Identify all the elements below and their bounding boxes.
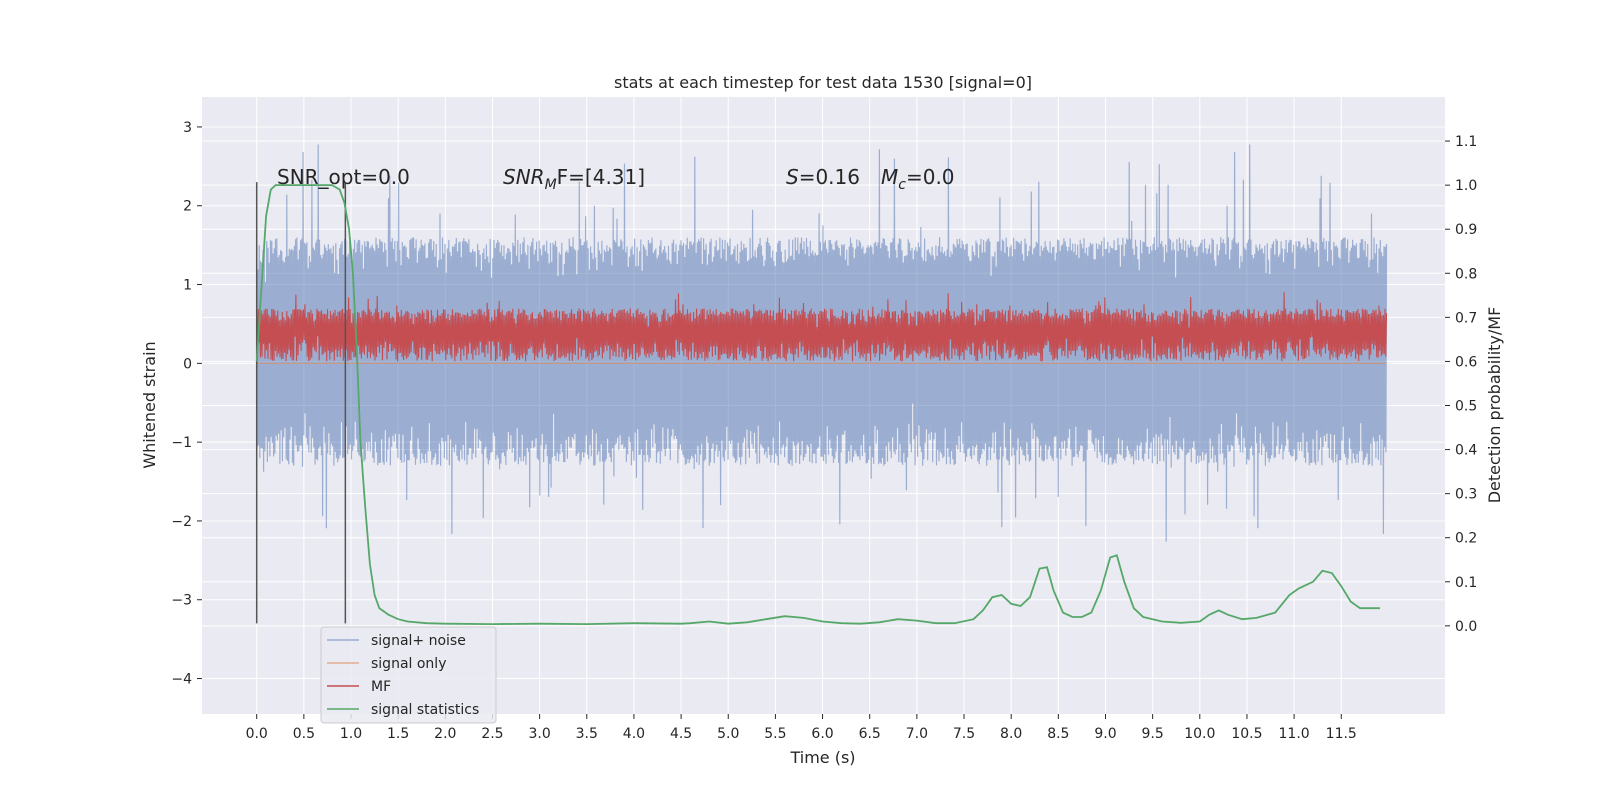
s-value: =0.16: [799, 165, 860, 189]
y-tick-label: −1: [171, 435, 192, 451]
snr-mf-annotation: SNRMF=[4.31]: [503, 165, 645, 193]
legend-label-signal-statistics: signal statistics: [371, 702, 479, 718]
y2-tick-label: 0.7: [1455, 310, 1477, 326]
x-tick-label: 4.5: [670, 726, 692, 742]
snr-mf-label: SNR: [503, 165, 545, 189]
x-tick-label: 1.5: [387, 726, 409, 742]
x-tick-label: 6.0: [811, 726, 833, 742]
x-tick-label: 0.5: [293, 726, 315, 742]
y2-tick-label: 0.1: [1455, 575, 1477, 591]
x-tick-label: 8.5: [1047, 726, 1069, 742]
x-tick-label: 11.0: [1279, 726, 1310, 742]
y-axis-label: Whitened strain: [140, 341, 159, 468]
mc-annotation: Mc=0.0: [881, 165, 955, 193]
x-tick-label: 2.0: [434, 726, 456, 742]
x-tick-label: 1.0: [340, 726, 362, 742]
s-label: S: [786, 165, 799, 189]
x-tick-label: 6.5: [859, 726, 881, 742]
window-markers: [255, 182, 347, 624]
signal-statistics-line: [255, 184, 1380, 626]
x-tick-label: 3.0: [528, 726, 550, 742]
y2-tick-label: 1.0: [1455, 178, 1477, 194]
y2-tick-label: 0.5: [1455, 399, 1477, 415]
s-annotation: S=0.16: [786, 165, 860, 189]
legend-label-signal-only: signal only: [371, 656, 446, 672]
y-tick-label: 1: [183, 278, 192, 294]
y2-tick-label: 0.8: [1455, 266, 1477, 282]
x-tick-label: 2.5: [481, 726, 503, 742]
mf-series: [256, 292, 1388, 362]
x-axis-ticks: 0.0 0.5 1.0 1.5 2.0 2.5 3.0 3.5 4.0 4.5 5.0 5.5 6.0 6…: [246, 714, 1357, 742]
chart-title: stats at each timestep for test data 153…: [614, 73, 1032, 92]
y-tick-label: 0: [183, 356, 192, 372]
y-tick-label: 2: [183, 199, 192, 215]
snr-mf-value: F=[4.31]: [557, 165, 645, 189]
legend: signal+ noise signal only MF signal stat…: [320, 626, 497, 724]
y-tick-label: −3: [171, 593, 192, 609]
y2-tick-label: 1.1: [1455, 134, 1477, 150]
legend-box: [320, 626, 497, 724]
mc-sub: c: [898, 177, 906, 193]
signal-statistics-series: [255, 184, 1380, 626]
signal-noise-line: [256, 144, 1388, 542]
x-tick-label: 0.0: [246, 726, 268, 742]
x-tick-label: 8.0: [1000, 726, 1022, 742]
x-tick-label: 4.0: [623, 726, 645, 742]
x-tick-label: 9.0: [1094, 726, 1116, 742]
snr-mf-sub: M: [545, 177, 557, 193]
y-tick-label: 3: [183, 120, 192, 136]
legend-label-signal-noise: signal+ noise: [371, 633, 466, 649]
legend-label-mf: MF: [371, 679, 391, 695]
snr-opt-annotation: SNR_opt=0.0: [277, 165, 410, 189]
x-tick-label: 7.5: [953, 726, 975, 742]
y-tick-label: −2: [171, 514, 192, 530]
y-axis-ticks: 3 2 1 0 −1 −2 −3 −4: [171, 120, 202, 688]
x-tick-label: 10.0: [1184, 726, 1215, 742]
y2-tick-label: 0.9: [1455, 222, 1477, 238]
x-tick-label: 10.5: [1231, 726, 1262, 742]
y2-tick-label: 0.0: [1455, 619, 1477, 635]
x-tick-label: 9.5: [1142, 726, 1164, 742]
mc-value: =0.0: [906, 165, 955, 189]
signal-noise-series: [256, 144, 1388, 542]
mf-line: [256, 292, 1388, 362]
x-tick-label: 3.5: [576, 726, 598, 742]
y2-axis-label: Detection probability/MF: [1485, 307, 1504, 504]
x-axis-label: Time (s): [789, 748, 855, 767]
y2-tick-label: 0.3: [1455, 487, 1477, 503]
mc-label: M: [881, 165, 898, 189]
y2-tick-label: 0.6: [1455, 354, 1477, 370]
y-tick-label: −4: [171, 672, 192, 688]
x-tick-label: 7.0: [906, 726, 928, 742]
x-tick-label: 11.5: [1326, 726, 1357, 742]
y2-tick-label: 0.2: [1455, 531, 1477, 547]
x-tick-label: 5.0: [717, 726, 739, 742]
y2-axis-ticks: 1.1 1.0 0.9 0.8 0.7 0.6 0.5 0.4 0.3 0.2 0.1 0.0: [1445, 134, 1477, 635]
y2-tick-label: 0.4: [1455, 443, 1477, 459]
x-tick-label: 5.5: [764, 726, 786, 742]
